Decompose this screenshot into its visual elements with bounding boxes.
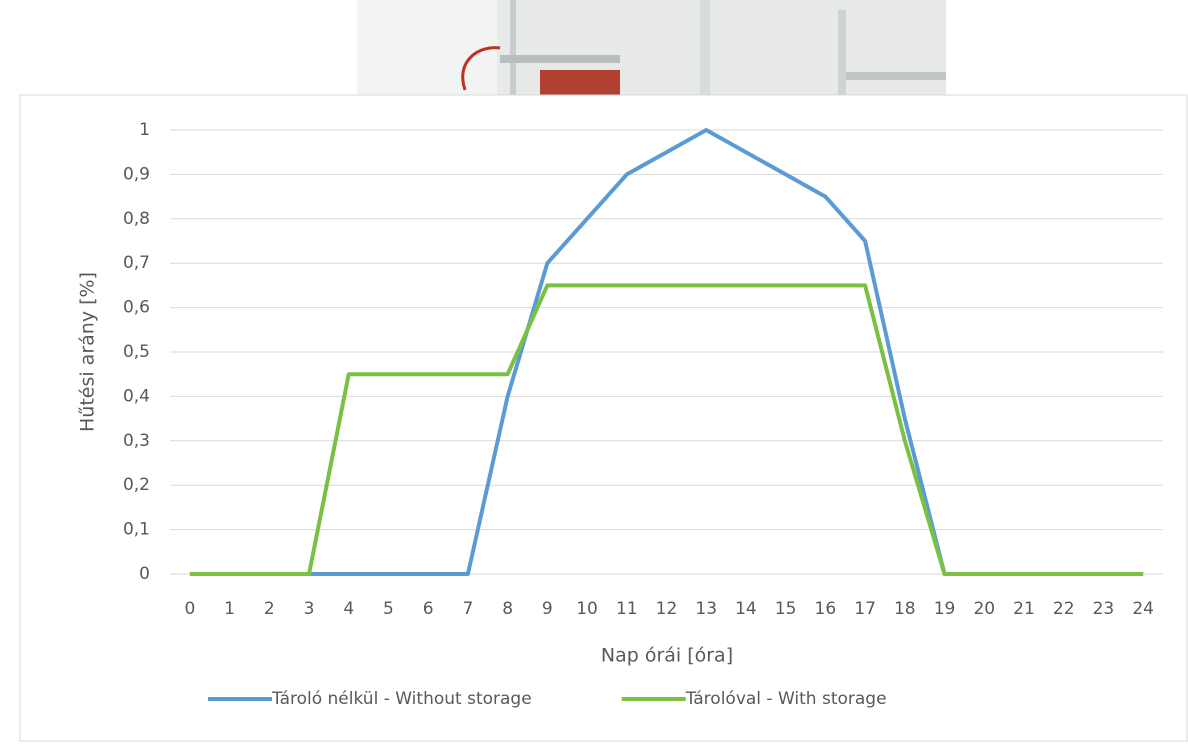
y-tick-label: 1 [139,120,150,140]
x-tick-label: 8 [502,599,513,619]
x-tick-label: 10 [576,599,598,619]
x-tick-label: 9 [542,599,553,619]
x-tick-label: 17 [854,599,876,619]
x-tick-label: 7 [462,599,473,619]
legend-label: Tároló nélkül - Without storage [271,689,532,709]
x-tick-label: 3 [304,599,315,619]
x-tick-label: 13 [695,599,717,619]
y-tick-label: 0,8 [123,209,150,229]
y-tick-label: 0,1 [123,520,150,540]
x-tick-label: 23 [1093,599,1115,619]
x-tick-label: 19 [934,599,956,619]
legend-label: Tárolóval - With storage [685,689,887,709]
series-line [189,283,1144,576]
y-tick-label: 0,4 [123,386,150,406]
x-tick-label: 20 [973,599,995,619]
y-tick-label: 0 [139,564,150,584]
x-tick-label: 2 [264,599,275,619]
x-tick-label: 16 [815,599,837,619]
x-tick-label: 4 [343,599,354,619]
x-tick-label: 1 [224,599,235,619]
y-tick-label: 0,5 [123,342,150,362]
x-tick-label: 18 [894,599,916,619]
y-axis-title: Hűtési arány [%] [77,272,99,432]
x-tick-label: 24 [1132,599,1154,619]
x-tick-label: 11 [616,599,638,619]
x-tick-label: 0 [184,599,195,619]
x-tick-label: 22 [1053,599,1075,619]
y-tick-label: 0,7 [123,253,150,273]
photo [357,0,946,96]
y-tick-label: 0,3 [123,431,150,451]
y-tick-label: 0,6 [123,298,150,318]
y-tick-label: 0,2 [123,475,150,495]
x-tick-label: 15 [775,599,797,619]
x-tick-label: 6 [423,599,434,619]
x-tick-label: 12 [656,599,678,619]
x-tick-label: 21 [1013,599,1035,619]
x-tick-label: 5 [383,599,394,619]
x-tick-label: 14 [735,599,757,619]
x-axis-title: Nap órái [óra] [601,645,733,667]
y-tick-label: 0,9 [123,164,150,184]
